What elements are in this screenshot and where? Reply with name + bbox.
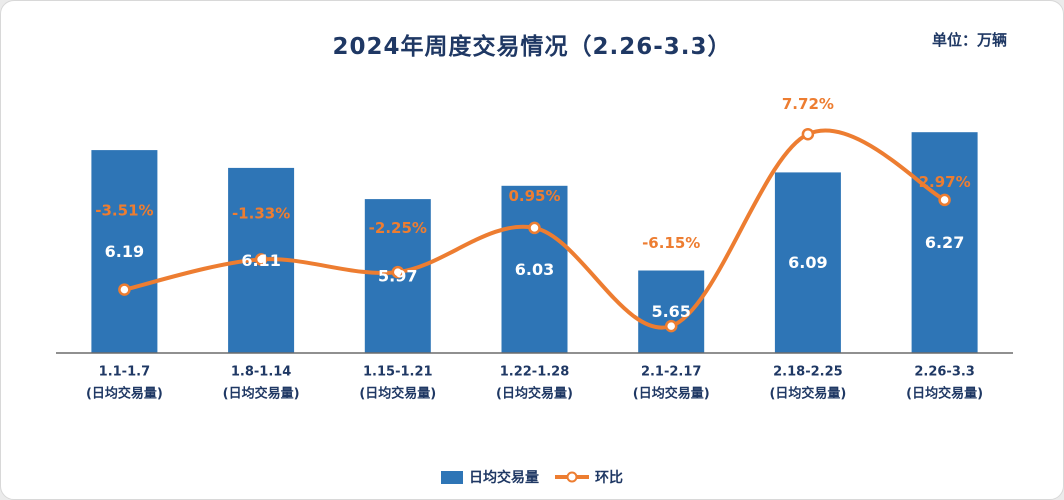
legend: 日均交易量 环比 bbox=[1, 467, 1063, 487]
category-label-1.1-1.7: 1.1-1.7 bbox=[99, 365, 150, 380]
pct-label-2.1-2.17: -6.15% bbox=[642, 234, 700, 252]
bar-2.18-2.25 bbox=[774, 172, 841, 353]
line-marker-1.22-1.28 bbox=[528, 221, 541, 235]
category-sublabel-2.18-2.25: (日均交易量) bbox=[769, 386, 846, 402]
category-sublabel-1.22-1.28: (日均交易量) bbox=[496, 386, 573, 402]
bar-value-label-1.22-1.28: 6.03 bbox=[515, 260, 554, 279]
line-marker-2.1-2.17 bbox=[664, 319, 678, 333]
line-marker-1.1-1.7 bbox=[118, 283, 131, 296]
pct-label-2.18-2.25: 7.72% bbox=[782, 95, 834, 113]
category-sublabel-2.1-2.17: (日均交易量) bbox=[633, 386, 710, 402]
legend-bar-label: 日均交易量 bbox=[469, 470, 539, 486]
legend-item-line: 环比 bbox=[555, 467, 623, 487]
pct-label-1.22-1.28: 0.95% bbox=[508, 187, 560, 205]
bar-1.22-1.28 bbox=[501, 185, 568, 354]
legend-line-label: 环比 bbox=[595, 470, 623, 486]
pct-label-1.8-1.14: -1.33% bbox=[232, 204, 290, 222]
line-marker-1.15-1.21 bbox=[391, 265, 405, 279]
bar-value-label-2.1-2.17: 5.65 bbox=[651, 302, 690, 321]
bar-value-label-2.18-2.25: 6.09 bbox=[788, 253, 827, 272]
line-marker-2.26-3.3 bbox=[938, 193, 951, 207]
category-sublabel-1.8-1.14: (日均交易量) bbox=[223, 386, 300, 402]
bar-1.1-1.7 bbox=[91, 150, 158, 353]
bar-value-label-1.1-1.7: 6.19 bbox=[105, 242, 144, 261]
bar-value-label-1.8-1.14: 6.11 bbox=[241, 251, 280, 270]
category-sublabel-1.15-1.21: (日均交易量) bbox=[359, 386, 436, 402]
category-label-1.22-1.28: 1.22-1.28 bbox=[500, 365, 570, 380]
legend-line-dot bbox=[566, 471, 578, 483]
category-label-2.18-2.25: 2.18-2.25 bbox=[773, 365, 843, 380]
legend-bar-swatch bbox=[441, 470, 463, 484]
legend-line-swatch bbox=[555, 471, 589, 483]
bar-value-label-2.26-3.3: 6.27 bbox=[925, 233, 964, 252]
chart-title: 2024年周度交易情况（2.26-3.3） bbox=[332, 34, 732, 60]
unit-label: 单位：万辆 bbox=[931, 31, 1007, 49]
category-label-1.15-1.21: 1.15-1.21 bbox=[363, 365, 433, 380]
pct-label-2.26-3.3: 2.97% bbox=[919, 173, 971, 191]
pct-label-1.15-1.21: -2.25% bbox=[369, 219, 427, 237]
legend-item-bar: 日均交易量 bbox=[441, 467, 539, 487]
line-marker-2.18-2.25 bbox=[801, 127, 815, 141]
category-sublabel-2.26-3.3: (日均交易量) bbox=[906, 386, 983, 402]
bar-2.26-3.3 bbox=[911, 132, 978, 353]
bar-value-label-1.15-1.21: 5.97 bbox=[378, 267, 417, 286]
pct-label-1.1-1.7: -3.51% bbox=[95, 202, 153, 220]
category-label-2.1-2.17: 2.1-2.17 bbox=[641, 365, 702, 380]
line-marker-1.8-1.14 bbox=[254, 253, 268, 266]
category-label-2.26-3.3: 2.26-3.3 bbox=[914, 365, 975, 380]
category-sublabel-1.1-1.7: (日均交易量) bbox=[86, 386, 163, 402]
category-label-1.8-1.14: 1.8-1.14 bbox=[231, 365, 292, 380]
